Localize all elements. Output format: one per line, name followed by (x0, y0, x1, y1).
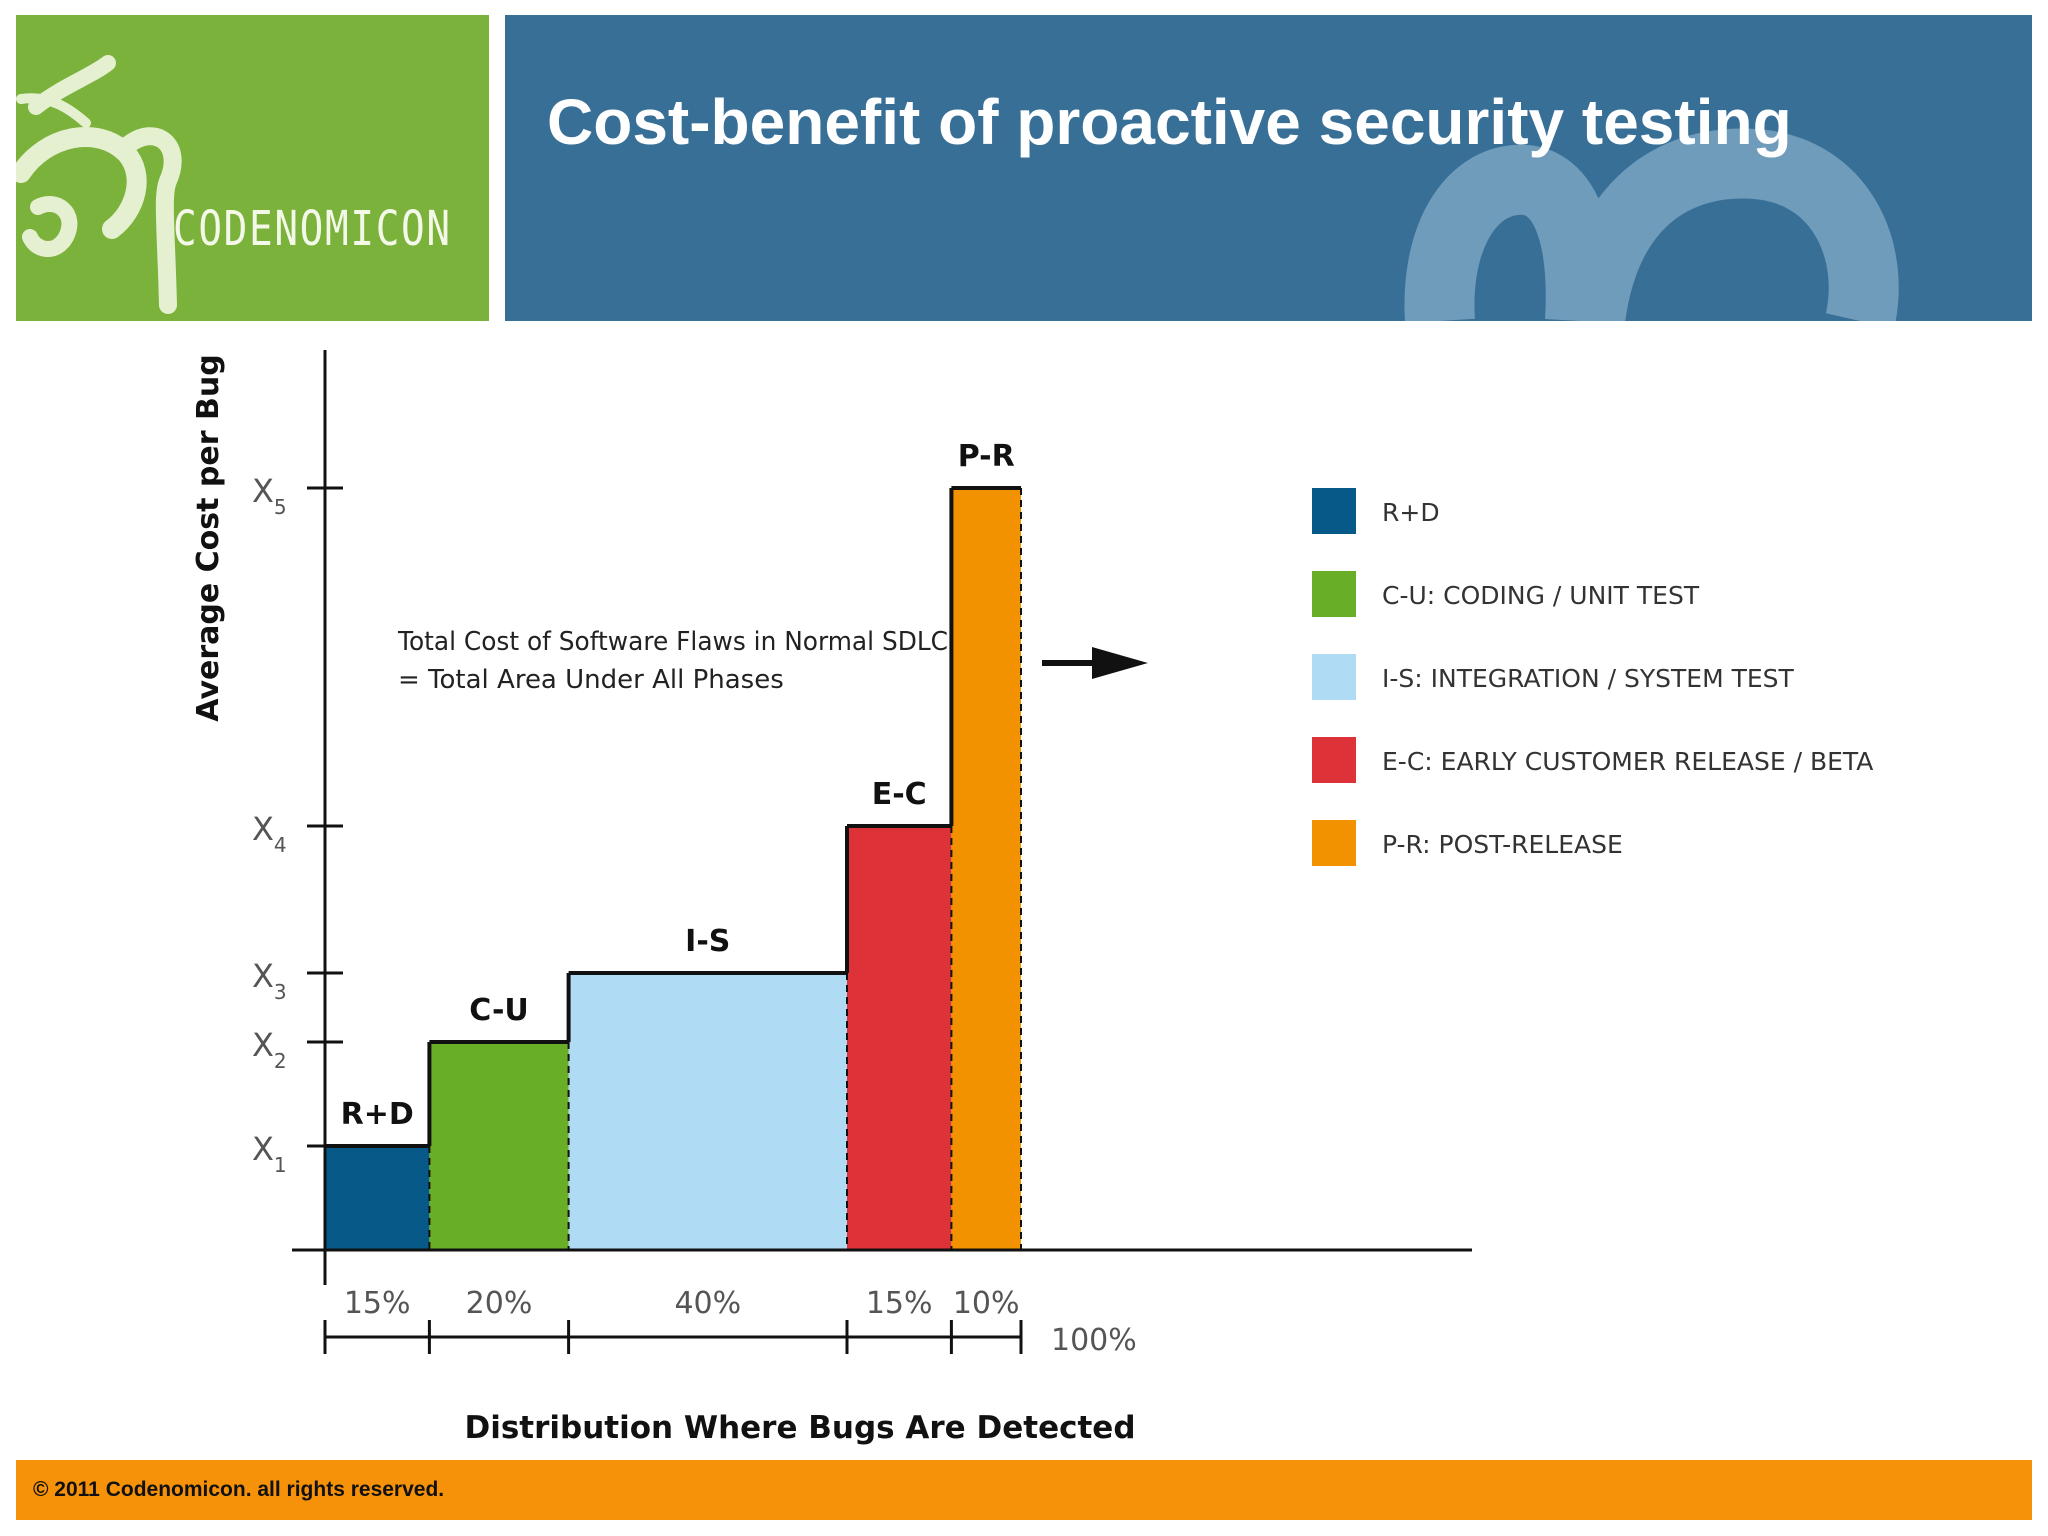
legend-label: E-C: EARLY CUSTOMER RELEASE / BETA (1382, 747, 1873, 776)
legend-swatch (1312, 571, 1356, 617)
total-label: 100% (1051, 1323, 1137, 1358)
bar-label: R+D (341, 1097, 414, 1132)
bars-layer: R+D C-U I-S E-C P-R (325, 439, 1022, 1250)
y-tick-label: X1 (252, 1130, 287, 1177)
logo-panel: CODENOMICON (16, 15, 489, 321)
logo-text: CODENOMICON (173, 201, 452, 257)
bar-p-r (951, 488, 1021, 1250)
legend-label: I-S: INTEGRATION / SYSTEM TEST (1382, 664, 1795, 693)
bar-label: P-R (958, 439, 1015, 474)
title-banner: Cost-benefit of proactive security testi… (505, 15, 2032, 321)
y-tick-label: X2 (252, 1026, 287, 1073)
annotation-line-1: Total Cost of Software Flaws in Normal S… (397, 627, 948, 657)
slide-title: Cost-benefit of proactive security testi… (547, 86, 1792, 158)
legend-swatch (1312, 488, 1356, 534)
share-label: 15% (344, 1286, 411, 1321)
arrow-right-icon (1042, 647, 1148, 679)
legend-label: P-R: POST-RELEASE (1382, 830, 1623, 859)
bar-c-u (429, 1042, 569, 1250)
bar-i-s (568, 973, 847, 1250)
legend-label: R+D (1382, 498, 1440, 527)
bar-label: E-C (872, 777, 927, 812)
axes-layer (292, 350, 1472, 1285)
legend-swatch (1312, 737, 1356, 783)
y-axis-label: Average Cost per Bug (191, 354, 226, 721)
bar-label: C-U (469, 993, 529, 1028)
annotation-line-2: = Total Area Under All Phases (398, 665, 784, 695)
footer-bar: © 2011 Codenomicon. all rights reserved. (16, 1460, 2032, 1520)
share-label: 10% (953, 1286, 1020, 1321)
share-label: 15% (866, 1286, 933, 1321)
bar-r-d (325, 1146, 430, 1250)
legend: R+D C-U: CODING / UNIT TEST I-S: INTEGRATI… (1312, 488, 1873, 866)
copyright-text: © 2011 Codenomicon. all rights reserved. (33, 1478, 445, 1501)
legend-swatch (1312, 820, 1356, 866)
bar-label: I-S (685, 924, 730, 959)
bar-e-c (847, 826, 952, 1250)
share-label: 20% (466, 1286, 533, 1321)
y-tick-label: X5 (252, 472, 287, 519)
watermark-glyph-icon (1404, 128, 1899, 321)
y-tick-label: X3 (252, 957, 287, 1004)
y-ticks-layer: X1 X2 X3 X4 X5 (252, 472, 343, 1177)
codenomicon-logo-mark-icon (16, 55, 182, 314)
legend-swatch (1312, 654, 1356, 700)
distribution-scale: 15% 20% 40% 15% 10% 100% (323, 1286, 1137, 1358)
x-axis-label: Distribution Where Bugs Are Detected (464, 1410, 1135, 1446)
legend-label: C-U: CODING / UNIT TEST (1382, 581, 1700, 610)
share-label: 40% (674, 1286, 741, 1321)
y-tick-label: X4 (252, 810, 287, 857)
